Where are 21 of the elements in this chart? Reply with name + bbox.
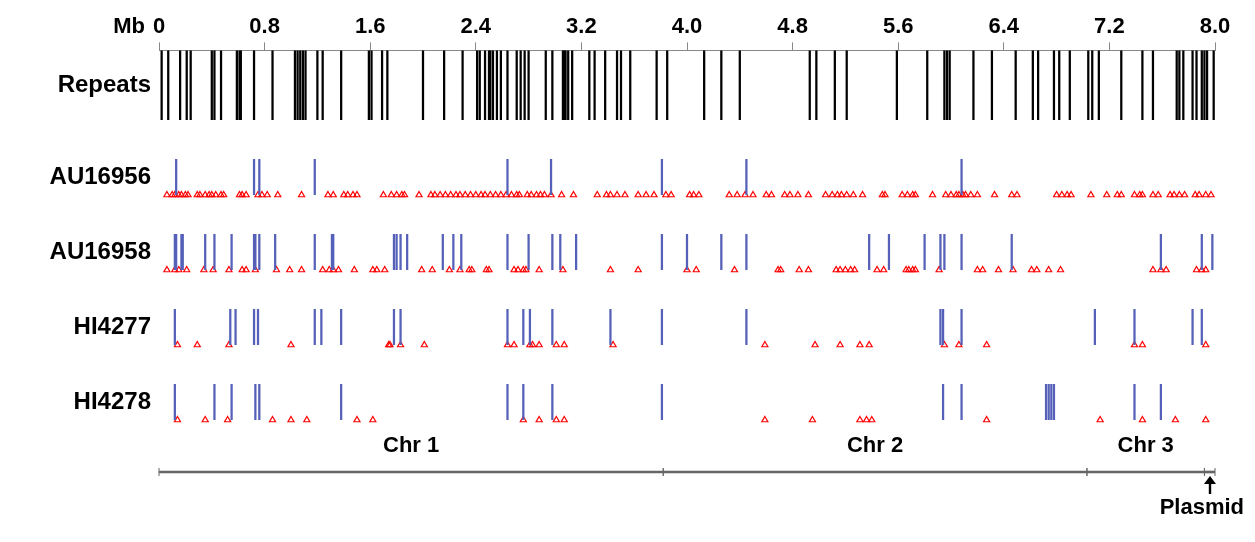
x-axis-title: Mb	[113, 13, 145, 39]
x-tick-label: 4.0	[671, 13, 703, 39]
y-axis-title: HI4278	[73, 386, 151, 414]
x-tick-label: 4.8	[777, 13, 808, 39]
y-axis-title: HI4277	[73, 311, 151, 339]
y-axis-title: Repeats	[57, 69, 151, 97]
x-tick-label: 6.4	[988, 13, 1020, 39]
x-tick-label: 5.6	[882, 13, 914, 39]
x-tick-label: 1.6	[354, 13, 386, 39]
y-axis-title: AU16956	[49, 161, 151, 189]
x-tick-label: 0	[152, 13, 166, 39]
series-label: Chr 3	[1117, 432, 1174, 458]
legend-label: Plasmid	[1159, 494, 1244, 520]
x-tick-label: 8.0	[1199, 13, 1231, 39]
x-tick-label: 0.8	[249, 13, 280, 39]
y-axis-title: AU16958	[49, 236, 151, 264]
series-label: Chr 1	[382, 432, 440, 458]
x-tick-label: 2.4	[460, 13, 492, 39]
x-tick-label: 3.2	[566, 13, 597, 39]
x-tick-label: 7.2	[1094, 13, 1125, 39]
series-label: Chr 2	[846, 432, 904, 458]
